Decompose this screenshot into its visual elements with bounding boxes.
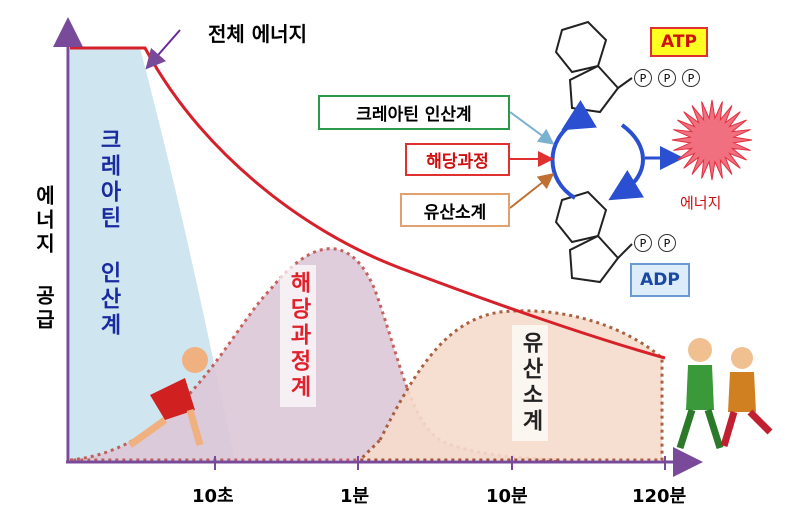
- atp-box: ATP: [650, 27, 708, 57]
- adp-molecule: [554, 190, 633, 284]
- aerobic-arrow: [509, 173, 555, 209]
- total-energy-line: [70, 46, 666, 360]
- aerobic-area: [356, 309, 664, 462]
- cycle-arrow-left: [550, 100, 597, 200]
- y-axis-label: 에너지 공급: [32, 185, 56, 333]
- energy-burst: [671, 99, 753, 181]
- energy-label: 에너지: [680, 194, 722, 212]
- cycle-arrow-right: [608, 123, 645, 201]
- runner: [127, 347, 208, 448]
- creatine-label: 크레아틴 인산계: [96, 128, 121, 339]
- adp-box: ADP: [630, 263, 690, 297]
- atp-molecule: [554, 20, 633, 114]
- aerobic-box: 유산소계: [400, 193, 510, 227]
- glycolysis-box: 해당과정: [405, 143, 510, 176]
- x-label: 120분: [632, 486, 687, 507]
- elderly-runners: [676, 338, 773, 450]
- phosphate: P: [682, 69, 700, 87]
- aerobic-label: 유산소계: [512, 325, 548, 441]
- x-label: 10초: [192, 486, 234, 507]
- title: 전체 에너지: [208, 22, 307, 46]
- x-label: 10분: [486, 486, 528, 507]
- phosphate: P: [634, 234, 652, 252]
- phosphate: P: [658, 234, 676, 252]
- phosphate: P: [658, 69, 676, 87]
- glycolysis-label: 해당과정계: [280, 265, 316, 407]
- x-ticks: [214, 456, 666, 470]
- phosphate: P: [634, 69, 652, 87]
- title-pointer: [145, 29, 181, 70]
- x-label: 1분: [340, 486, 370, 507]
- creatine-arrow: [509, 111, 555, 145]
- creatine-box: 크레아틴 인산계: [318, 95, 510, 130]
